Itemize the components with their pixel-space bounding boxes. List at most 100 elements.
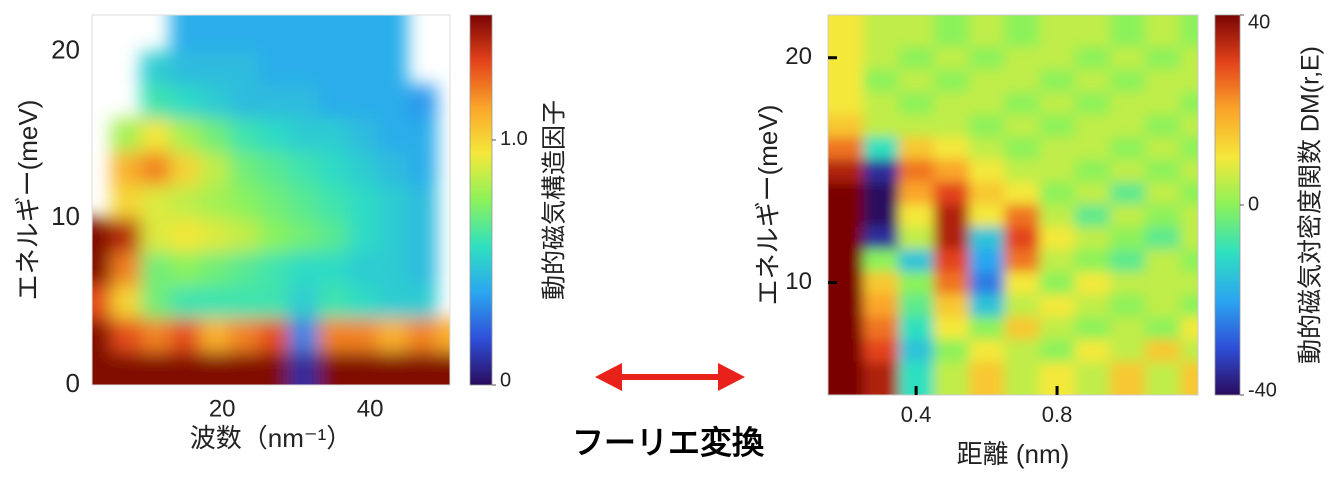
heatmap-cell: [933, 136, 970, 160]
heatmap-cell: [828, 248, 864, 272]
heatmap-cell: [170, 318, 201, 353]
heatmap-cell: [1004, 68, 1040, 92]
heatmap-cell: [259, 151, 290, 186]
heatmap-cell: [199, 15, 231, 53]
heatmap-cell: [863, 113, 899, 137]
heatmap-cell: [1004, 15, 1040, 47]
heatmap-cell: [1145, 248, 1181, 272]
heatmap-cell: [92, 318, 112, 353]
heatmap-cell: [111, 151, 142, 186]
heatmap-cell: [968, 203, 1005, 227]
heatmap-cells: [92, 15, 450, 385]
heatmap-cell: [140, 318, 171, 353]
heatmap-cell: [1074, 293, 1111, 317]
heatmap-cell: [1039, 271, 1076, 295]
heatmap-cell: [1039, 203, 1076, 227]
heatmap-cell: [1004, 248, 1040, 272]
heatmap-cell: [288, 15, 319, 53]
heatmap-cell: [828, 158, 864, 182]
heatmap-cell: [933, 361, 970, 395]
heatmap-cell: [407, 318, 438, 353]
heatmap-cell: [111, 185, 142, 219]
heatmap-cell: [1180, 181, 1198, 205]
heatmap-cell: [1109, 158, 1146, 182]
heatmap-cell: [377, 51, 408, 86]
heatmap-cell: [347, 51, 379, 86]
heatmap-cell: [1145, 226, 1181, 250]
heatmap-cell: [1039, 293, 1076, 317]
heatmap-cell: [933, 46, 970, 70]
heatmap-cell: [140, 351, 171, 385]
heatmap-cell: [377, 15, 408, 53]
heatmap-cell: [828, 46, 864, 70]
heatmap-cell: [1074, 271, 1111, 295]
heatmap-cell: [140, 218, 171, 253]
heatmap-cell: [92, 285, 112, 319]
heatmap-cell: [318, 285, 349, 319]
heatmap-cell: [863, 203, 899, 227]
heatmap-cell: [229, 351, 260, 385]
heatmap-cell: [318, 351, 349, 385]
heatmap-cell: [1039, 136, 1076, 160]
heatmap-cell: [1180, 338, 1198, 362]
heatmap-cell: [1004, 203, 1040, 227]
heatmap-cell: [318, 185, 349, 219]
heatmap-cell: [863, 158, 899, 182]
colorbar: [469, 14, 493, 386]
heatmap-cell: [229, 85, 260, 119]
heatmap-cell: [407, 151, 438, 186]
heatmap-cell: [1039, 68, 1076, 92]
heatmap-cell: [170, 15, 201, 53]
heatmap-cell: [199, 251, 231, 286]
heatmap-cell: [259, 251, 290, 286]
heatmap-cell: [229, 218, 260, 253]
heatmap-cell: [288, 351, 319, 385]
heatmap-cell: [436, 351, 450, 385]
heatmap-cell: [898, 203, 935, 227]
heatmap-cell: [140, 118, 171, 153]
heatmap-cell: [933, 248, 970, 272]
heatmap-cell: [288, 185, 319, 219]
heatmap-cell: [1004, 46, 1040, 70]
heatmap-cell: [1074, 361, 1111, 395]
heatmap-cell: [1145, 15, 1181, 47]
heatmap-cell: [1004, 158, 1040, 182]
heatmap-cell: [1109, 293, 1146, 317]
heatmap-cell: [898, 91, 935, 115]
heatmap-cell: [229, 118, 260, 153]
heatmap-cell: [863, 293, 899, 317]
heatmap-cell: [318, 251, 349, 286]
heatmap-cell: [1145, 46, 1181, 70]
heatmap-cell: [407, 218, 438, 253]
heatmap-cell: [1180, 113, 1198, 137]
heatmap-cell: [968, 158, 1005, 182]
heatmap-cell: [259, 85, 290, 119]
heatmap-cell: [968, 293, 1005, 317]
heatmap-cell: [318, 151, 349, 186]
heatmap-cell: [1074, 46, 1111, 70]
colorbar-tick-label: 1.0: [500, 128, 528, 150]
heatmap-cell: [170, 51, 201, 86]
heatmap-cell: [1145, 293, 1181, 317]
heatmap-cell: [863, 136, 899, 160]
heatmap-cell: [1145, 158, 1181, 182]
heatmap-cell: [898, 293, 935, 317]
heatmap-cell: [1145, 271, 1181, 295]
heatmap-cell: [1039, 181, 1076, 205]
heatmap-cell: [1109, 338, 1146, 362]
heatmap-cell: [377, 118, 408, 153]
colorbar: [1214, 14, 1241, 396]
heatmap-cell: [288, 51, 319, 86]
heatmap-cell: [1180, 361, 1198, 395]
heatmap-cell: [1074, 158, 1111, 182]
heatmap-cell: [1180, 158, 1198, 182]
heatmap-cell: [1074, 226, 1111, 250]
heatmap-cell: [347, 351, 379, 385]
x-tick-label: 20: [209, 395, 236, 422]
heatmap-cell: [863, 271, 899, 295]
heatmap-cell: [111, 218, 142, 253]
heatmap-cell: [377, 318, 408, 353]
heatmap-cell: [199, 351, 231, 385]
heatmap-cell: [1004, 136, 1040, 160]
heatmap-cell: [407, 118, 438, 153]
